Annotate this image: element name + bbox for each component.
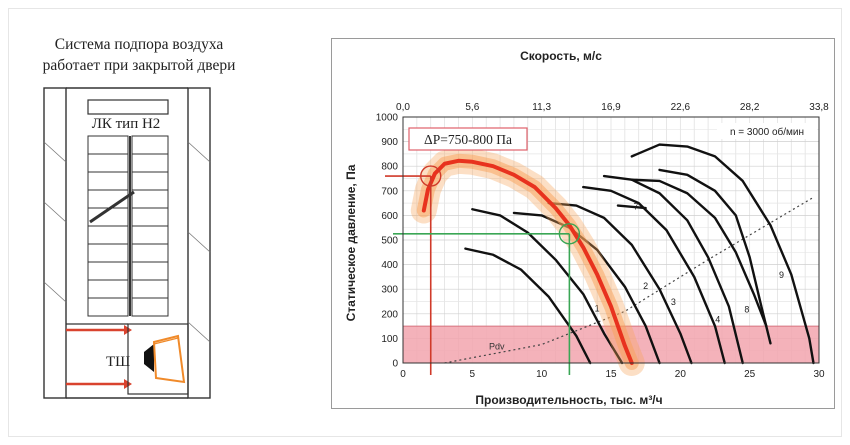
y-tick-label: 200 bbox=[381, 309, 398, 320]
fan-curve-number: 9 bbox=[779, 270, 784, 280]
figure-frame bbox=[8, 8, 842, 437]
plot-border bbox=[402, 116, 820, 364]
pressure-callout: ΔP=750-800 Па bbox=[424, 132, 512, 147]
x-tick-label: 20 bbox=[675, 369, 687, 380]
fan-curve-9 bbox=[630, 143, 815, 365]
y-tick-label: 400 bbox=[381, 260, 398, 271]
fan-curve-unlabeled bbox=[464, 247, 592, 365]
rpm-note: n = 3000 об/мин bbox=[730, 126, 804, 138]
fan-curve-1 bbox=[547, 201, 693, 365]
wall-hatching bbox=[43, 141, 211, 343]
stairwell-plan: ЛК тип Н2 ТШ bbox=[43, 87, 211, 399]
fan-curve-unlabeled bbox=[512, 211, 661, 365]
y-tick-label: 600 bbox=[381, 211, 398, 222]
x-tick-label: 0 bbox=[400, 369, 406, 380]
pressure-callout-box bbox=[408, 127, 528, 151]
top-tick-label: 11,3 bbox=[532, 102, 551, 113]
x-tick-label: 15 bbox=[605, 369, 617, 380]
pdv-label: Pdv bbox=[489, 341, 505, 351]
top-tick-label: 28,2 bbox=[740, 102, 760, 113]
staircase bbox=[87, 135, 169, 317]
supply-duct bbox=[66, 323, 189, 395]
chart-axes: 0 5 10 15 20 25 300100200300400500600700800900… bbox=[376, 102, 829, 380]
fan-curve-2 bbox=[582, 185, 726, 365]
y-tick-label: 900 bbox=[381, 137, 398, 148]
right-wall bbox=[187, 87, 211, 399]
plan-caption: Система подпора воздуха работает при зак… bbox=[24, 34, 254, 76]
left-wall bbox=[43, 87, 67, 399]
top-tick-label: 0,0 bbox=[396, 102, 410, 113]
y-tick-label: 100 bbox=[381, 334, 398, 345]
y-tick-label: 300 bbox=[381, 285, 398, 296]
top-tick-label: 22,6 bbox=[671, 102, 691, 113]
y-tick-label: 0 bbox=[392, 359, 398, 370]
x-tick-label: 30 bbox=[813, 369, 825, 380]
fan-curve-number: 7 bbox=[633, 201, 638, 211]
fan-curve-number: 3 bbox=[671, 297, 676, 307]
fan-curve-number: 2 bbox=[643, 281, 648, 291]
fan-curve-number: 8 bbox=[744, 305, 749, 315]
fan-curve-number: 4 bbox=[715, 314, 720, 324]
highlighted-fan-curve bbox=[410, 147, 645, 376]
y-tick-label: 500 bbox=[381, 236, 398, 247]
fan-curve-8 bbox=[658, 168, 772, 345]
rpm-note-bg bbox=[717, 123, 817, 139]
red-marker-circle bbox=[420, 165, 442, 187]
x-tick-label: 5 bbox=[470, 369, 476, 380]
top-tick-label: 33,8 bbox=[809, 102, 829, 113]
fan-curve-7 bbox=[616, 204, 647, 210]
stair-type-label: ЛК тип Н2 bbox=[92, 116, 161, 132]
y-tick-label: 700 bbox=[381, 186, 398, 197]
green-marker-circle bbox=[558, 223, 581, 245]
x-tick-label: 10 bbox=[536, 369, 548, 380]
caption-line-1: Система подпора воздуха bbox=[54, 36, 224, 53]
x-tick-label: 25 bbox=[744, 369, 756, 380]
top-axis-label: Скорость, м/с bbox=[520, 49, 602, 63]
fan-curve-number: 1 bbox=[595, 303, 600, 313]
caption-line-2: работает при закрытой двери bbox=[42, 57, 236, 74]
y-tick-label: 1000 bbox=[376, 113, 399, 124]
fan-curve-4 bbox=[630, 178, 768, 328]
fan-curve-unlabeled bbox=[471, 208, 624, 365]
shaft-label: ТШ bbox=[106, 354, 130, 370]
y-axis-label: Статическое давление, Па bbox=[344, 164, 358, 321]
y-tick-label: 800 bbox=[381, 162, 398, 173]
top-tick-label: 16,9 bbox=[601, 102, 621, 113]
x-axis-label: Производительность, тыс. м³/ч bbox=[475, 393, 662, 407]
highlight-curve bbox=[421, 158, 634, 365]
pressurization-fan-icon bbox=[144, 334, 186, 384]
operating-point-markers bbox=[385, 165, 581, 375]
fan-curves: 1 2 3 4 7 8 9 bbox=[444, 143, 815, 365]
top-tick-label: 5,6 bbox=[465, 102, 479, 113]
